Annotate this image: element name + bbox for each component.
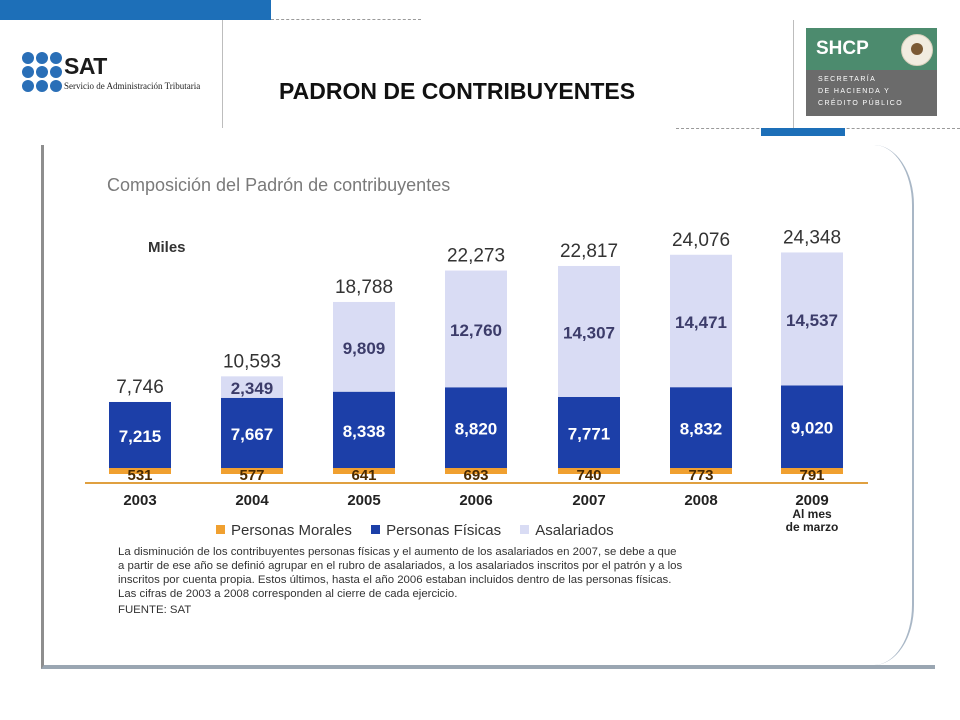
- sat-logo: SAT Servicio de Administración Tributari…: [22, 52, 222, 92]
- bar-segment: [221, 397, 283, 468]
- data-label: 9,020: [791, 419, 834, 438]
- legend-label: Asalariados: [535, 522, 614, 539]
- bar-segment: [558, 396, 620, 468]
- top-dashed-divider: [271, 19, 421, 20]
- data-label: 9,809: [343, 339, 386, 358]
- bar-segment: [221, 468, 283, 474]
- top-accent-bar: [0, 0, 271, 20]
- data-label: 14,537: [786, 311, 838, 330]
- legend-item: Personas Morales: [216, 522, 352, 539]
- data-label: 740: [576, 467, 601, 484]
- bar-segment: [445, 270, 507, 388]
- data-label: 8,820: [455, 420, 498, 439]
- legend-swatch: [216, 525, 225, 534]
- bottom-accent-bar: [761, 128, 845, 136]
- chart-note-line: Las cifras de 2003 a 2008 corresponden a…: [118, 588, 458, 600]
- legend-item: Personas Físicas: [371, 522, 501, 539]
- shcp-logo-name: SHCP: [816, 38, 869, 59]
- chart-note-line: La disminución de los contribuyentes per…: [118, 546, 677, 558]
- sat-logo-name: SAT: [64, 53, 107, 79]
- page-title: PADRON DE CONTRIBUYENTES: [279, 78, 636, 104]
- total-label: 7,746: [116, 377, 164, 398]
- x-tick-label: 2003: [123, 492, 156, 509]
- header-divider-left: [222, 20, 223, 128]
- bar-segment: [781, 385, 843, 468]
- bar-segment: [670, 254, 732, 388]
- legend-item: Asalariados: [520, 522, 614, 539]
- chart-unit-label: Miles: [148, 239, 186, 256]
- bar-segment: [558, 265, 620, 397]
- legend-swatch: [520, 525, 530, 534]
- bar-segment: [221, 376, 283, 398]
- data-label: 7,667: [231, 425, 274, 444]
- data-label: 8,832: [680, 420, 723, 439]
- sat-logo-icon: [22, 52, 62, 92]
- chart-title: Composición del Padrón de contribuyentes: [107, 175, 451, 195]
- chart-legend: Personas Morales Personas Físicas Asalar…: [216, 522, 629, 539]
- bar-segment: [781, 468, 843, 474]
- chart-card-curve: [862, 145, 914, 665]
- shcp-logo-line: SECRETARÍA: [818, 76, 877, 83]
- x-tick-label: 2008: [684, 492, 717, 509]
- bar-segment: [109, 468, 171, 474]
- data-label: 641: [351, 467, 376, 484]
- x-tick-label: 2005: [347, 492, 380, 509]
- total-label: 10,593: [223, 351, 281, 372]
- data-label: 7,771: [568, 424, 611, 443]
- data-label: 7,215: [119, 427, 162, 446]
- data-label: 791: [799, 467, 824, 484]
- data-label: 8,338: [343, 422, 386, 441]
- chart-source: FUENTE: SAT: [118, 604, 192, 616]
- shcp-logo-line: DE HACIENDA Y: [818, 88, 891, 95]
- total-label: 22,273: [447, 246, 505, 267]
- data-label: 773: [688, 467, 713, 484]
- x-tick-label: 2004: [235, 492, 269, 509]
- bar-segment: [333, 301, 395, 392]
- legend-label: Personas Morales: [231, 522, 352, 539]
- total-label: 18,788: [335, 277, 393, 298]
- shcp-logo-line: CRÉDITO PÚBLICO: [818, 100, 904, 107]
- x-tick-label: 2009: [795, 492, 828, 509]
- shcp-logo-band: SHCP: [806, 28, 937, 70]
- bar-segment: [670, 468, 732, 474]
- total-label: 24,076: [672, 230, 730, 251]
- legend-swatch: [371, 525, 381, 534]
- data-label: 14,307: [563, 323, 615, 342]
- bar-segment: [109, 401, 171, 468]
- chart-note: La disminución de los contribuyentes per…: [118, 545, 878, 601]
- data-label: 577: [239, 467, 264, 484]
- chart-note-line: inscritos por cuenta propia. Estos últim…: [118, 574, 672, 586]
- data-label: 14,471: [675, 313, 727, 332]
- total-label: 22,817: [560, 241, 618, 262]
- sat-logo-subtitle: Servicio de Administración Tributaria: [64, 81, 201, 91]
- shcp-logo: SHCP SECRETARÍA DE HACIENDA Y CRÉDITO PÚ…: [806, 28, 937, 116]
- bar-segment: [558, 468, 620, 474]
- data-label: 531: [127, 467, 152, 484]
- bar-segment: [333, 468, 395, 474]
- x-tick-label: 2007: [572, 492, 605, 509]
- legend-label: Personas Físicas: [386, 522, 502, 539]
- data-label: 2,349: [231, 379, 274, 398]
- data-label: 693: [463, 467, 488, 484]
- x-tick-label: 2006: [459, 492, 492, 509]
- bar-segment: [781, 252, 843, 386]
- bar-segment: [670, 387, 732, 468]
- bar-segment: [445, 387, 507, 468]
- chart-note-line: a partir de ese año se definió agrupar e…: [118, 560, 683, 572]
- header-divider-right: [793, 20, 794, 128]
- x-tick-sublabel: de marzo: [786, 520, 839, 534]
- coat-of-arms-icon: [901, 34, 933, 66]
- x-tick-sublabel: Al mes: [792, 507, 832, 521]
- bar-segment: [333, 391, 395, 468]
- total-label: 24,348: [783, 227, 841, 248]
- data-label: 12,760: [450, 321, 502, 340]
- bar-segment: [445, 468, 507, 474]
